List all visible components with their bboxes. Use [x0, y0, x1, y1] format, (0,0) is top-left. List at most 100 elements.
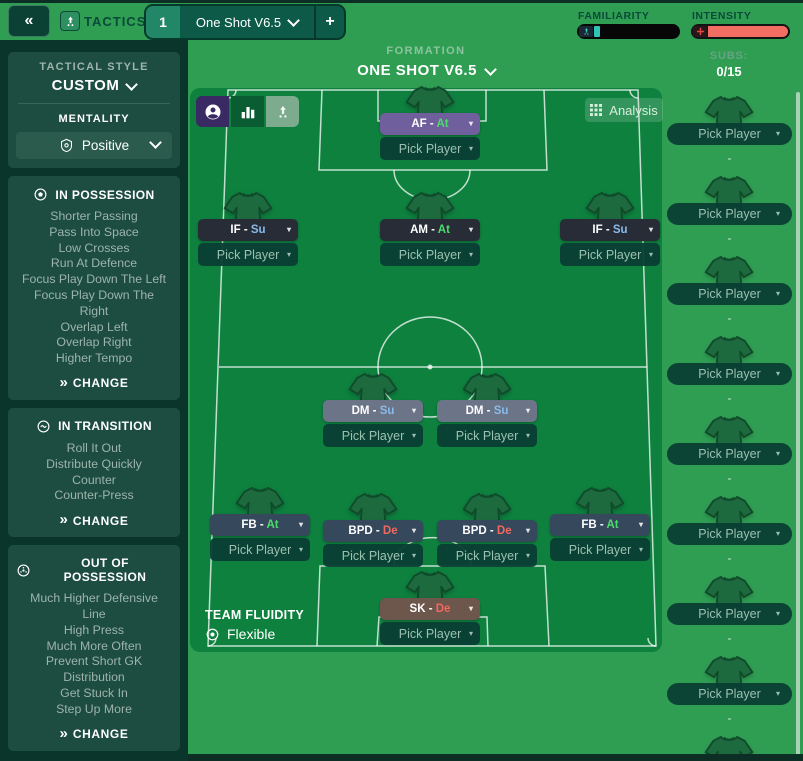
role-duty-dropdown[interactable]: IF - Su ▾ [560, 219, 660, 241]
pick-player-label: Pick Player [341, 428, 405, 443]
player-shirt-icon [702, 94, 756, 139]
player-shirt-icon [702, 574, 756, 619]
panel-title: IN POSSESSION [16, 187, 172, 202]
team-fluidity-label: TEAM FLUIDITY [205, 608, 305, 622]
pick-player-label: Pick Player [698, 687, 761, 701]
player-shirt-icon [346, 371, 400, 416]
familiarity-label: FAMILIARITY [578, 10, 650, 22]
chevron-down-icon: ▾ [468, 604, 473, 614]
pick-player-label: Pick Player [698, 607, 761, 621]
role-duty-dropdown[interactable]: DM - Su ▾ [437, 400, 537, 422]
pick-player-dropdown[interactable]: Pick Player ▾ [380, 622, 480, 645]
mentality-dropdown[interactable]: Positive [16, 132, 172, 159]
position-slot-af-0: AF - At ▾ Pick Player ▾ [380, 86, 480, 160]
chevron-down-icon: ▾ [298, 544, 303, 554]
pick-player-label: Pick Player [698, 287, 761, 301]
role-duty-dropdown[interactable]: FB - At ▾ [550, 514, 650, 536]
instruction-item: Overlap Left [60, 319, 128, 334]
player-shirt-icon [702, 334, 756, 379]
role-duty-dropdown[interactable]: FB - At ▾ [210, 514, 310, 536]
position-slot-if-3: IF - Su ▾ Pick Player ▾ [560, 191, 660, 266]
pick-player-dropdown[interactable]: Pick Player ▾ [323, 424, 423, 447]
pick-player-dropdown[interactable]: Pick Player ▾ [437, 424, 537, 447]
position-slot-if-1: IF - Su ▾ Pick Player ▾ [198, 191, 298, 266]
pick-player-dropdown[interactable]: Pick Player ▾ [667, 683, 792, 705]
pick-player-dropdown[interactable]: Pick Player ▾ [667, 523, 792, 545]
pick-player-dropdown[interactable]: Pick Player ▾ [323, 544, 423, 567]
change-button[interactable]: » CHANGE [59, 511, 129, 529]
pick-player-label: Pick Player [698, 207, 761, 221]
analysis-button[interactable]: Analysis [585, 98, 663, 122]
tactic-tab-number[interactable]: 1 [146, 6, 180, 38]
chevron-down-icon: ▾ [525, 526, 530, 536]
stats-view-button[interactable] [231, 96, 264, 127]
pick-player-label: Pick Player [568, 542, 632, 557]
role-duty-dropdown[interactable]: AM - At ▾ [380, 219, 480, 241]
chevron-down-icon: ▾ [525, 406, 530, 416]
pick-player-dropdown[interactable]: Pick Player ▾ [667, 603, 792, 625]
instruction-item: Counter [72, 472, 116, 487]
pick-player-dropdown[interactable]: Pick Player ▾ [380, 243, 480, 266]
panel-title: OUT OF POSSESSION [16, 556, 172, 584]
role-duty-dropdown[interactable]: BPD - De ▾ [323, 520, 423, 542]
pick-player-dropdown[interactable]: Pick Player ▾ [667, 443, 792, 465]
players-view-button[interactable] [196, 96, 229, 127]
pick-player-dropdown[interactable]: Pick Player ▾ [550, 538, 650, 561]
intensity-label: INTENSITY [692, 10, 752, 22]
role-duty-text: BPD - De [462, 525, 512, 537]
pick-player-label: Pick Player [698, 127, 761, 141]
instruction-item: Higher Tempo [55, 351, 133, 366]
add-tactic-button[interactable]: + [316, 6, 344, 38]
sub-empty-value: - [727, 711, 732, 725]
tactic-tab-title-dropdown[interactable]: One Shot V6.5 [180, 6, 314, 38]
change-button[interactable]: » CHANGE [59, 373, 129, 391]
role-duty-dropdown[interactable]: AF - At ▾ [380, 113, 480, 135]
out-possession-icon [16, 563, 31, 578]
fluidity-icon [206, 628, 219, 640]
pick-player-dropdown[interactable]: Pick Player ▾ [380, 137, 480, 160]
chevron-down-icon: ▾ [525, 550, 530, 560]
formation-dropdown[interactable]: ONE SHOT V6.5 [190, 62, 662, 79]
player-shirt-icon [221, 190, 275, 235]
sub-empty-value: - [727, 551, 732, 565]
pick-player-dropdown[interactable]: Pick Player ▾ [667, 203, 792, 225]
pick-player-dropdown[interactable]: Pick Player ▾ [667, 283, 792, 305]
instruction-item: Pass Into Space [49, 224, 139, 239]
instruction-item: Low Crosses [58, 240, 130, 255]
player-shirt-icon [233, 485, 287, 530]
instruction-item: Much Higher Defensive Line [30, 591, 158, 621]
pick-player-label: Pick Player [216, 247, 280, 262]
substitution-view-button[interactable] [266, 96, 299, 127]
double-chevron-icon: » [59, 373, 68, 391]
change-button[interactable]: » CHANGE [59, 724, 129, 742]
formation-label: FORMATION [386, 45, 466, 57]
tactical-style-dropdown[interactable]: CUSTOM [16, 77, 172, 94]
instruction-panel-in-possession: IN POSSESSION Shorter Passing Pass Into Sp… [8, 176, 180, 400]
role-duty-dropdown[interactable]: BPD - De ▾ [437, 520, 537, 542]
pick-player-dropdown[interactable]: Pick Player ▾ [667, 363, 792, 385]
pick-player-dropdown[interactable]: Pick Player ▾ [667, 123, 792, 145]
back-button[interactable]: « [8, 5, 50, 37]
pick-player-dropdown[interactable]: Pick Player ▾ [210, 538, 310, 561]
scrollbar[interactable] [796, 92, 800, 756]
pick-player-label: Pick Player [455, 548, 519, 563]
player-shirt-icon [583, 190, 637, 235]
chevron-down-icon: ▾ [638, 520, 643, 530]
pick-player-dropdown[interactable]: Pick Player ▾ [198, 243, 298, 266]
tactical-style-label: TACTICAL STYLE [39, 61, 149, 73]
intensity-fill [708, 26, 788, 37]
player-shirt-icon [702, 414, 756, 459]
role-duty-dropdown[interactable]: SK - De ▾ [380, 598, 480, 620]
role-duty-dropdown[interactable]: IF - Su ▾ [198, 219, 298, 241]
pick-player-dropdown[interactable]: Pick Player ▾ [437, 544, 537, 567]
role-duty-dropdown[interactable]: DM - Su ▾ [323, 400, 423, 422]
role-duty-text: IF - Su [592, 224, 628, 236]
instruction-item: Roll It Out [66, 440, 122, 455]
team-fluidity: TEAM FLUIDITY Flexible [205, 608, 304, 642]
substitution-icon [278, 105, 287, 118]
sub-empty-value: - [727, 391, 732, 405]
instruction-item: Overlap Right [56, 335, 132, 350]
tactics-label: TACTICS [84, 14, 147, 29]
pick-player-dropdown[interactable]: Pick Player ▾ [560, 243, 660, 266]
instruction-item: Prevent Short GK Distribution [45, 654, 143, 685]
